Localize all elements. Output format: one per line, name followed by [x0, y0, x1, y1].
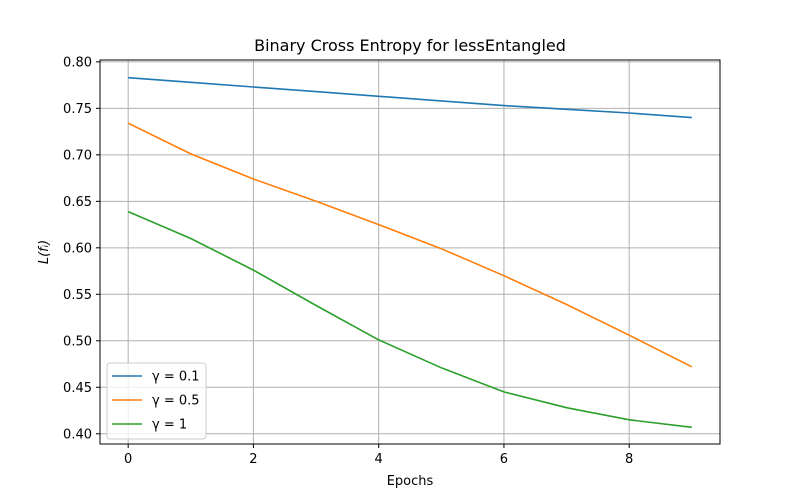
x-tick-label: 2 [249, 452, 257, 467]
y-tick-label: 0.65 [63, 195, 92, 210]
y-tick-label: 0.45 [63, 381, 92, 396]
y-tick-label: 0.55 [63, 288, 92, 303]
series-line-2 [127, 122, 693, 368]
x-axis-label: Epochs [387, 474, 434, 489]
y-tick-label: 0.75 [63, 102, 92, 117]
plot-frame [99, 59, 721, 445]
legend-frame [106, 362, 207, 440]
y-tick-label: 0.50 [63, 334, 92, 349]
series-line-3 [127, 210, 692, 429]
y-tick-label: 0.40 [63, 427, 92, 442]
tick-layer: 0 2 4 6 8 0.40 0.45 0.50 0.55 0.60 0.65 0.70 0.75 0.8… [63, 55, 633, 467]
chart-title: Binary Cross Entropy for lessEntangled [254, 36, 566, 55]
x-tick-label: 8 [625, 452, 633, 467]
x-tick-label: 0 [124, 452, 132, 467]
y-tick-label: 0.60 [63, 241, 92, 256]
series-layer [127, 76, 693, 429]
x-tick-label: 6 [500, 452, 508, 467]
legend-label-1: γ = 0.1 [152, 370, 200, 385]
legend-label-3: γ = 1 [152, 418, 187, 433]
legend-label-2: γ = 0.5 [152, 394, 200, 409]
x-tick-label: 4 [375, 452, 383, 467]
series-line-1 [128, 76, 692, 119]
y-tick-label: 0.80 [63, 55, 92, 70]
y-tick-label: 0.70 [63, 148, 92, 163]
legend: γ = 0.1 γ = 0.5 γ = 1 [106, 362, 207, 440]
y-axis-label: L(fᵢ) [37, 240, 52, 264]
